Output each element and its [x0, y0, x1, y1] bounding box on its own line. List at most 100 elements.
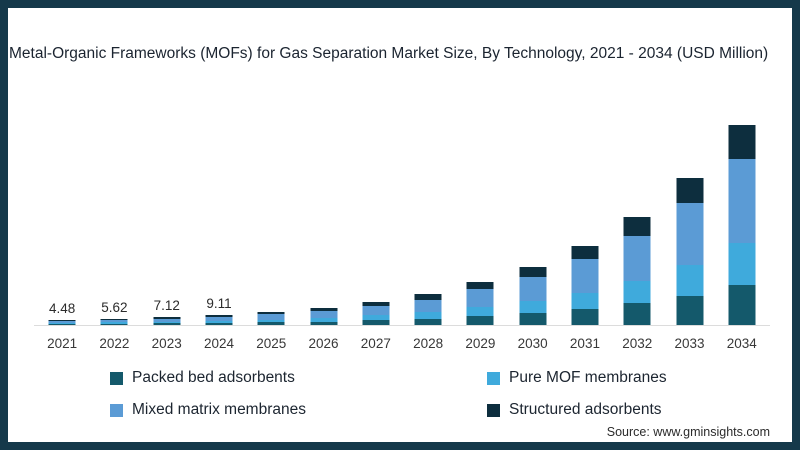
bar-slot-2030 [507, 105, 559, 325]
legend-item-structured-adsorbents: Structured adsorbents [487, 401, 667, 419]
bar-segment-structured-adsorbents [257, 312, 285, 315]
bar-segment-pure-mof-membranes [414, 312, 442, 319]
stacked-bar-2029 [466, 282, 494, 325]
legend-swatch-icon [487, 371, 500, 385]
bar-segment-packed-bed-adsorbents [205, 323, 233, 325]
x-axis-label-2022: 2022 [99, 336, 130, 351]
stacked-bar-2025 [257, 312, 285, 325]
stacked-bar-2032 [623, 217, 651, 325]
bar-segment-pure-mof-membranes [100, 322, 128, 324]
bar-segment-mixed-matrix-membranes [466, 289, 494, 308]
bar-segment-structured-adsorbents [571, 246, 599, 260]
x-axis-label-2030: 2030 [517, 336, 548, 351]
plot-area: 4.48 5.62 7.12 9.11 [36, 105, 768, 325]
bar-segment-packed-bed-adsorbents [623, 303, 651, 325]
stacked-bar-2034 [728, 125, 756, 325]
bar-segment-mixed-matrix-membranes [153, 318, 181, 322]
bar-segment-packed-bed-adsorbents [676, 295, 704, 325]
bar-slot-2021: 4.48 [36, 105, 88, 325]
x-axis-label-2027: 2027 [360, 336, 391, 351]
bar-slot-2031 [559, 105, 611, 325]
source-note: Source: www.gminsights.com [606, 425, 770, 439]
x-axis-baseline [34, 325, 770, 326]
bar-segment-structured-adsorbents [153, 317, 181, 319]
x-axis-labels: 2021 2022 2023 2024 2025 2026 2027 2028 2029 2030… [36, 336, 768, 351]
legend-item-pure-mof-membranes: Pure MOF membranes [487, 369, 667, 387]
bar-segment-pure-mof-membranes [728, 243, 756, 285]
bar-slot-2022: 5.62 [88, 105, 140, 325]
stacked-bar-2021 [48, 320, 76, 325]
bar-segment-mixed-matrix-membranes [728, 159, 756, 243]
bar-segment-structured-adsorbents [310, 308, 338, 312]
legend-swatch-icon [110, 371, 123, 385]
value-label-2024: 9.11 [206, 295, 232, 311]
legend-label: Mixed matrix membranes [132, 401, 306, 418]
bar-slot-2023: 7.12 [141, 105, 193, 325]
bar-segment-pure-mof-membranes [48, 322, 76, 325]
bar-segment-pure-mof-membranes [362, 315, 390, 321]
bar-segment-pure-mof-membranes [466, 307, 494, 317]
bar-segment-packed-bed-adsorbents [310, 321, 338, 325]
x-axis-label-2029: 2029 [465, 336, 496, 351]
bar-segment-mixed-matrix-membranes [623, 235, 651, 281]
bar-segment-packed-bed-adsorbents [48, 324, 76, 325]
bar-segment-pure-mof-membranes [676, 264, 704, 296]
bar-segment-packed-bed-adsorbents [257, 322, 285, 325]
bar-segment-structured-adsorbents [466, 282, 494, 290]
bar-segment-packed-bed-adsorbents [362, 320, 390, 325]
bar-segment-mixed-matrix-membranes [519, 277, 547, 302]
bar-segment-pure-mof-membranes [153, 321, 181, 324]
bar-slot-2032 [611, 105, 663, 325]
bar-segment-pure-mof-membranes [519, 301, 547, 314]
value-label-2022: 5.62 [101, 299, 128, 315]
bar-segment-packed-bed-adsorbents [100, 323, 128, 325]
stacked-bar-2027 [362, 301, 390, 325]
bar-segment-packed-bed-adsorbents [466, 316, 494, 325]
legend-item-mixed-matrix-membranes: Mixed matrix membranes [110, 401, 487, 419]
legend-label: Structured adsorbents [509, 401, 662, 418]
bar-segment-mixed-matrix-membranes [310, 311, 338, 319]
x-axis-label-2033: 2033 [674, 336, 705, 351]
stacked-bar-2026 [310, 308, 338, 325]
bar-segment-mixed-matrix-membranes [205, 316, 233, 321]
bar-slot-2028 [402, 105, 454, 325]
stacked-bar-2030 [519, 267, 547, 325]
x-axis-label-2025: 2025 [256, 336, 287, 351]
bar-segment-structured-adsorbents [414, 294, 442, 300]
bar-segment-mixed-matrix-membranes [571, 259, 599, 293]
bar-segment-mixed-matrix-membranes [48, 320, 76, 323]
bar-segment-packed-bed-adsorbents [519, 313, 547, 325]
bar-slot-2025 [245, 105, 297, 325]
bar-slot-2033 [663, 105, 715, 325]
bar-segment-structured-adsorbents [48, 320, 76, 321]
x-axis-label-2032: 2032 [622, 336, 653, 351]
bar-segment-structured-adsorbents [519, 267, 547, 278]
stacked-bar-2033 [676, 178, 704, 325]
legend-item-packed-bed-adsorbents: Packed bed adsorbents [110, 369, 487, 387]
x-axis-label-2034: 2034 [726, 336, 757, 351]
bar-segment-packed-bed-adsorbents [414, 318, 442, 325]
x-axis-label-2026: 2026 [308, 336, 339, 351]
bar-segment-pure-mof-membranes [571, 292, 599, 310]
bar-segment-structured-adsorbents [728, 125, 756, 159]
legend: Packed bed adsorbents Pure MOF membranes M… [110, 369, 667, 419]
stacked-bar-2028 [414, 294, 442, 325]
bar-segment-mixed-matrix-membranes [257, 314, 285, 320]
legend-label: Pure MOF membranes [509, 369, 667, 386]
stacked-bar-2022 [100, 318, 128, 325]
bar-segment-mixed-matrix-membranes [414, 299, 442, 313]
bar-slot-2029 [454, 105, 506, 325]
bar-segment-structured-adsorbents [205, 315, 233, 317]
bar-segment-structured-adsorbents [676, 178, 704, 204]
stacked-bar-2024 [205, 315, 233, 325]
bar-segment-packed-bed-adsorbents [153, 323, 181, 325]
x-axis-label-2021: 2021 [47, 336, 78, 351]
bar-segment-mixed-matrix-membranes [100, 319, 128, 323]
bar-slot-2026 [297, 105, 349, 325]
x-axis-label-2024: 2024 [203, 336, 234, 351]
bar-slot-2034 [716, 105, 768, 325]
bar-segment-structured-adsorbents [100, 318, 128, 320]
legend-label: Packed bed adsorbents [132, 369, 295, 386]
bar-segment-pure-mof-membranes [257, 319, 285, 323]
